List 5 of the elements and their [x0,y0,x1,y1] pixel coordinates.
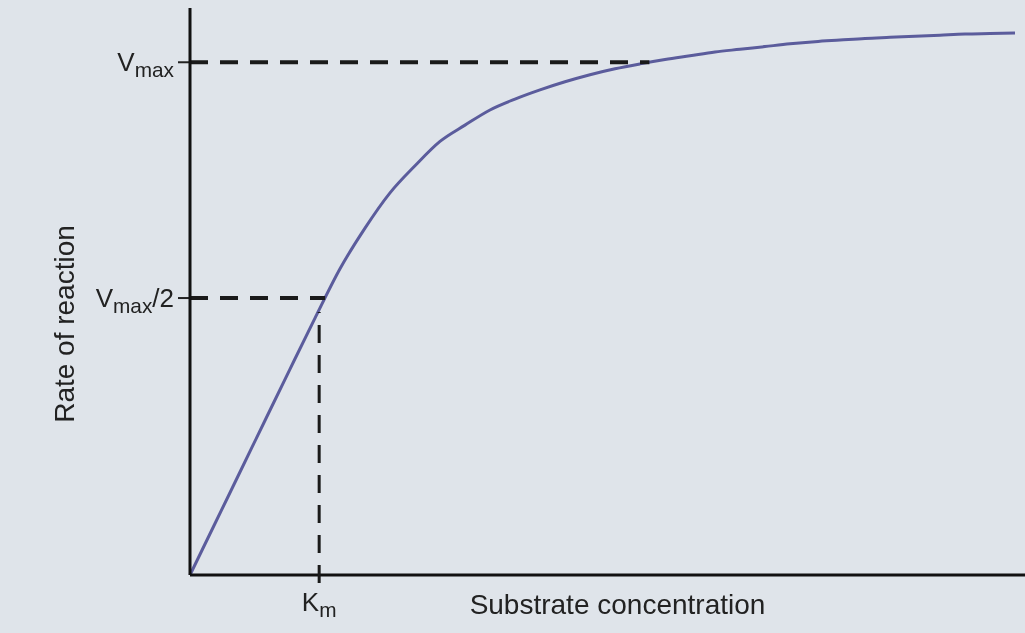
y-axis-title: Rate of reaction [49,225,80,423]
ref-line-label: V$_{max}$ [117,47,175,82]
x-axis-title: Substrate concentration [469,589,766,620]
ref-line-label: V$_{max}$/2 [95,283,174,318]
text: K$_{m}$ [301,587,337,622]
